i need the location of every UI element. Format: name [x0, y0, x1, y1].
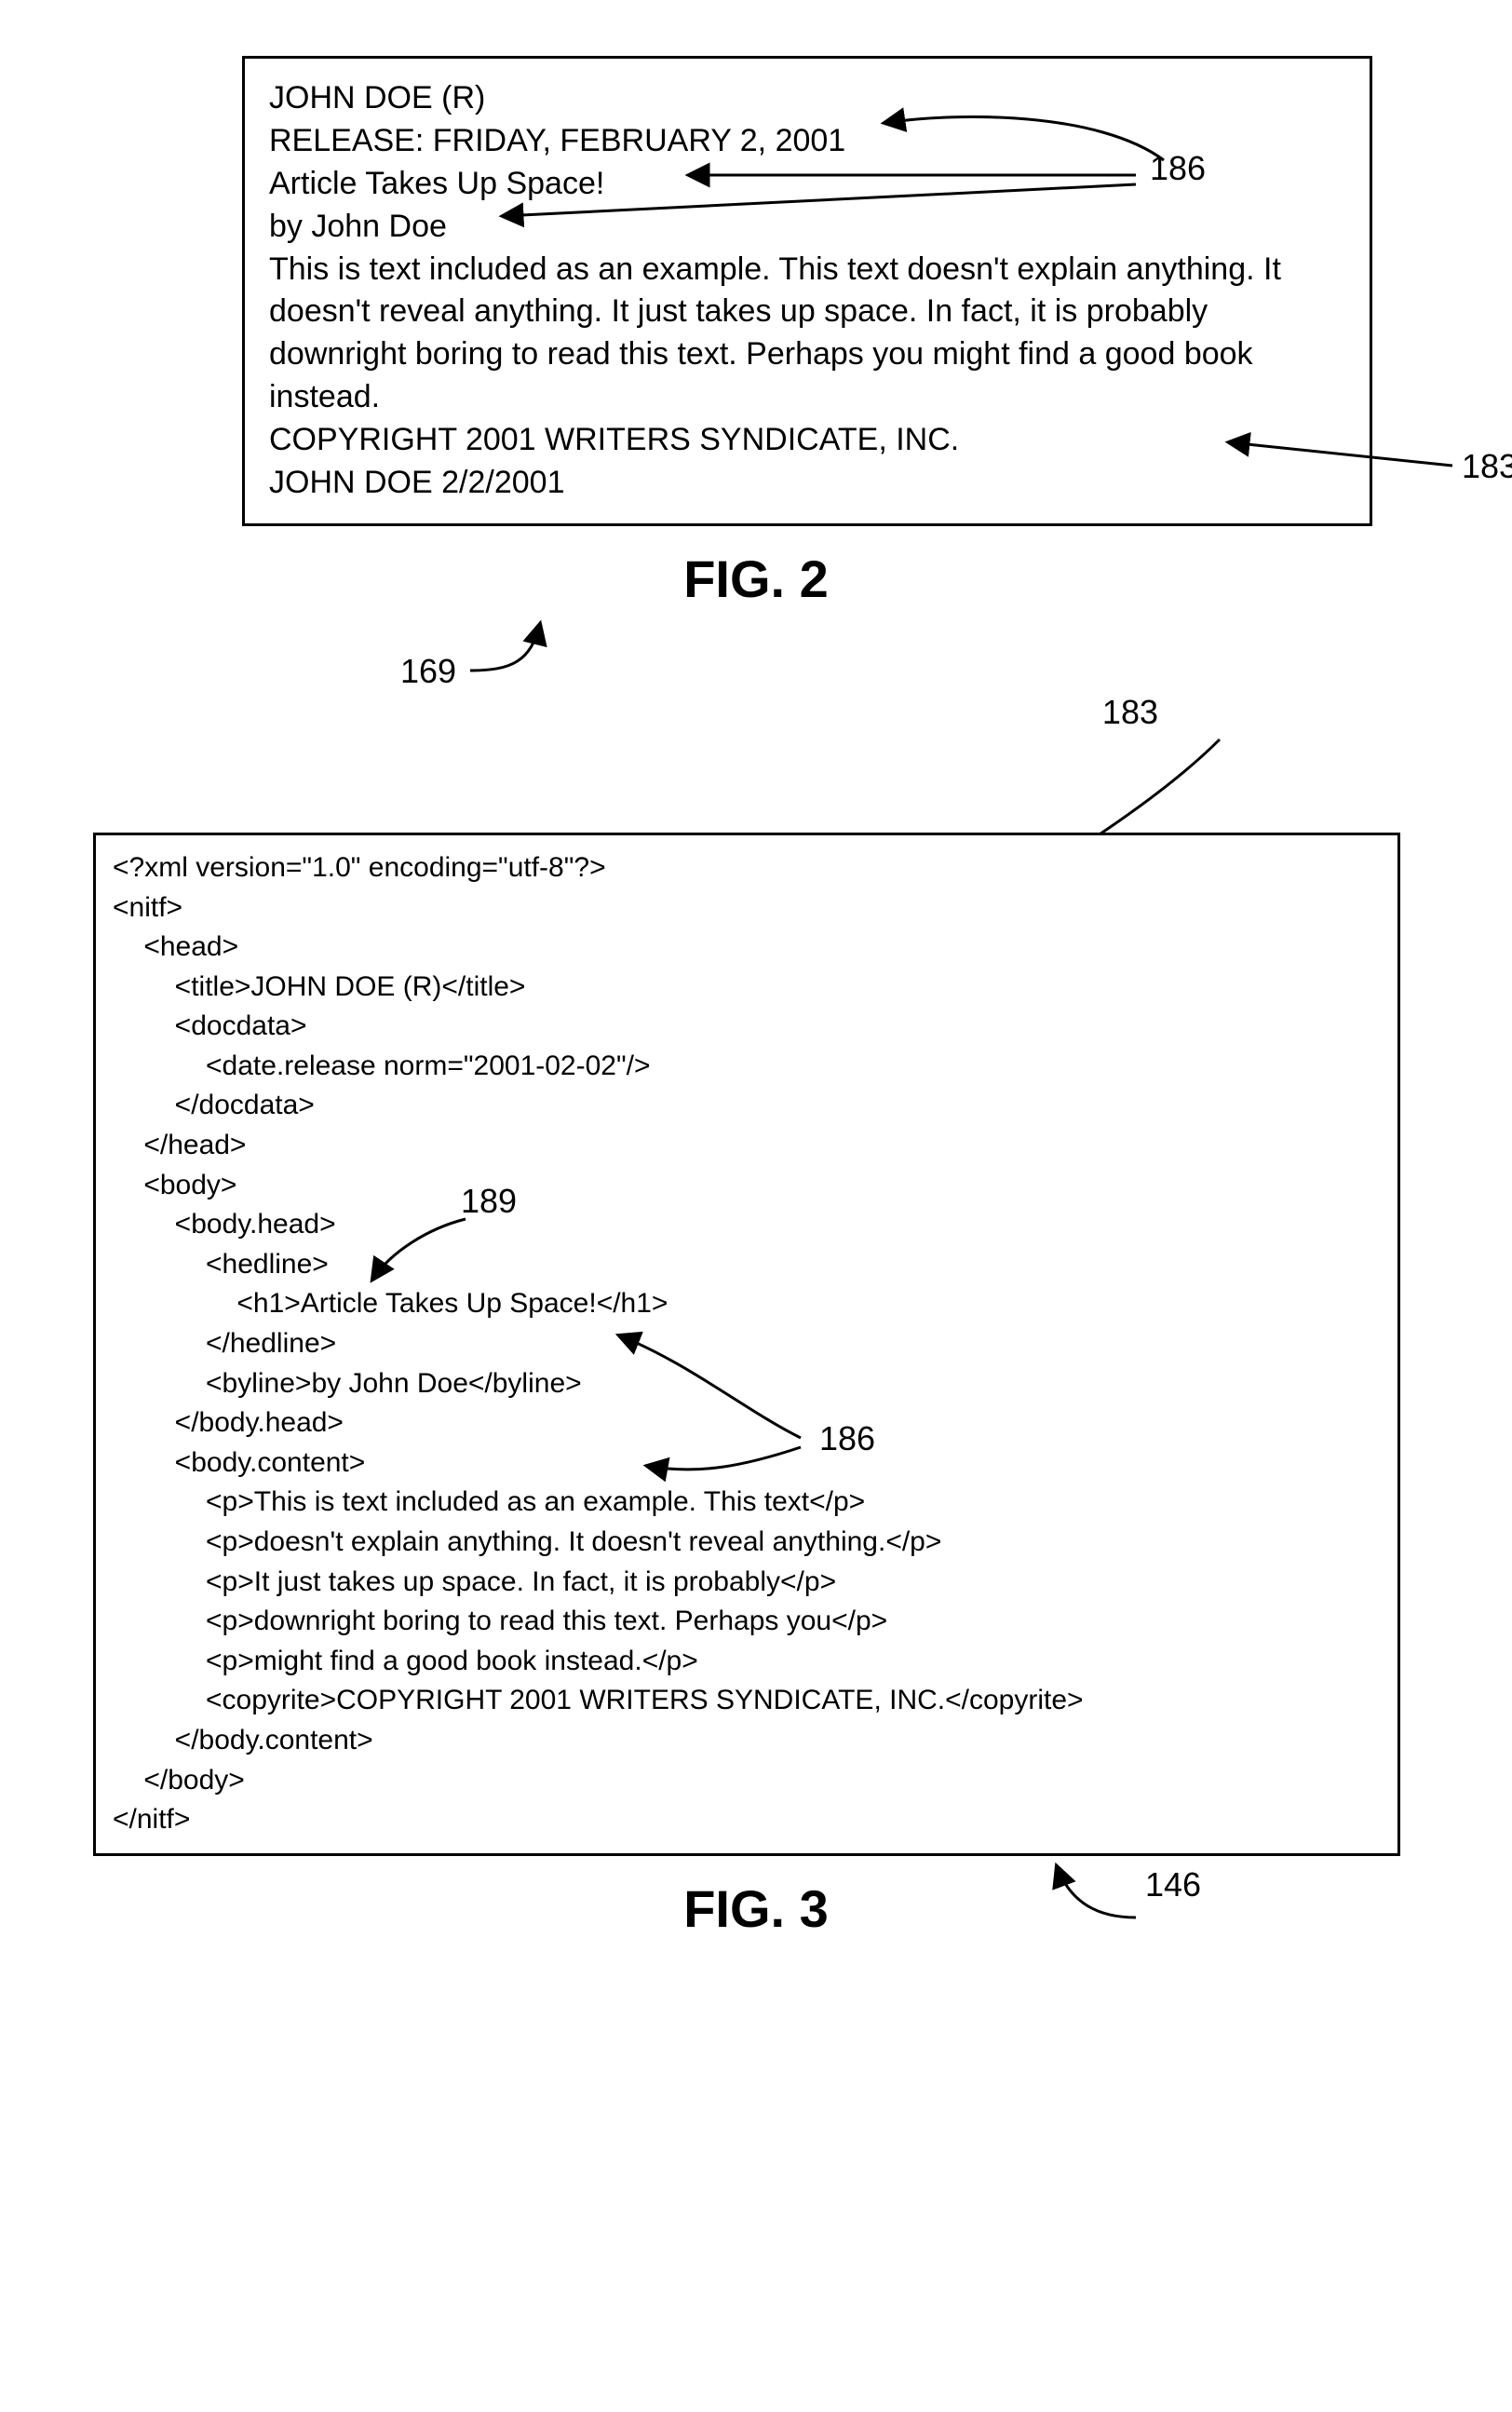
fig2-footer: JOHN DOE 2/2/2001 [269, 462, 1345, 505]
fig2-copyright: COPYRIGHT 2001 WRITERS SYNDICATE, INC. [269, 419, 1345, 462]
figure-3-panel: <?xml version="1.0" encoding="utf-8"?> <… [93, 833, 1400, 1856]
figure-3-caption: FIG. 3 [56, 1878, 1456, 1939]
fig3-ref-186: 186 [819, 1419, 875, 1458]
ref-186: 186 [1150, 149, 1206, 188]
fig2-title-line: JOHN DOE (R) [269, 77, 1345, 120]
ref-183: 183 [1462, 447, 1512, 486]
figure-2-container: JOHN DOE (R) RELEASE: FRIDAY, FEBRUARY 2… [242, 56, 1372, 526]
fig3-ref-146: 146 [1145, 1865, 1201, 1904]
ref-169: 169 [400, 652, 456, 691]
fig2-byline: by John Doe [269, 206, 1345, 249]
figure-2-caption: FIG. 2 [56, 549, 1456, 609]
fig3-ref-183: 183 [1102, 693, 1158, 732]
fig3-ref-189: 189 [461, 1182, 517, 1221]
figure-3-container: 183 <?xml version="1.0" encoding="utf-8"… [93, 693, 1400, 1856]
fig2-body-text: This is text included as an example. Thi… [269, 249, 1345, 420]
figure-2-panel: JOHN DOE (R) RELEASE: FRIDAY, FEBRUARY 2… [242, 56, 1372, 526]
